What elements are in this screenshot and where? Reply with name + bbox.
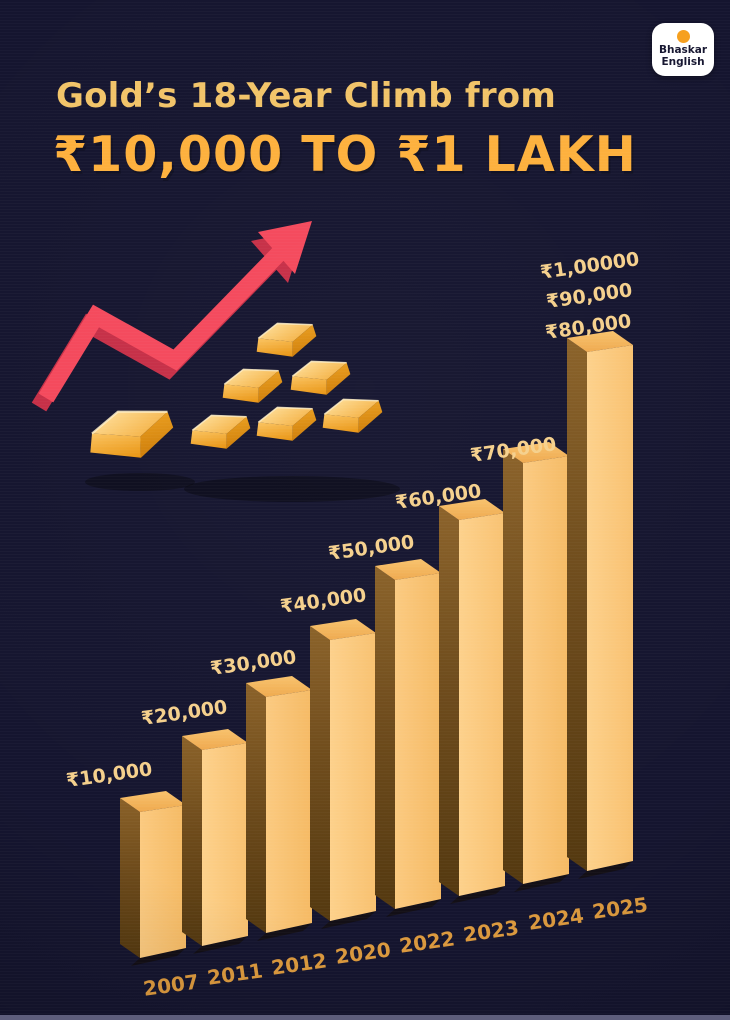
value-label-2007: ₹10,000 xyxy=(65,758,154,792)
gold-trend-illustration xyxy=(31,221,400,502)
bar-foot-shadow xyxy=(578,861,633,879)
bar-front-face xyxy=(202,743,248,946)
bar-foot-shadow xyxy=(131,948,186,966)
bar-side-face xyxy=(310,626,330,921)
value-label-2022: ₹50,000 xyxy=(327,531,416,565)
value-label-2012: ₹30,000 xyxy=(209,646,298,680)
year-label-2012: 2012 xyxy=(270,948,328,980)
bhaskar-english-logo: Bhaskar English xyxy=(652,23,714,76)
year-label-2007: 2007 xyxy=(142,969,200,1001)
bar-2024 xyxy=(503,442,569,892)
footer-strip xyxy=(0,1015,730,1020)
year-label-2024: 2024 xyxy=(527,903,585,935)
bar-foot-shadow xyxy=(193,936,248,954)
logo-text-line2: English xyxy=(661,56,705,68)
year-label-2011: 2011 xyxy=(206,958,264,990)
bar-side-face xyxy=(375,566,395,909)
year-label-2022: 2022 xyxy=(398,926,456,958)
logo-text-line1: Bhaskar xyxy=(658,44,708,57)
bar-2012 xyxy=(246,676,312,941)
logo-sun-dot-icon xyxy=(676,30,690,44)
bar-top-face xyxy=(503,442,569,463)
bar-front-face xyxy=(395,573,441,909)
page-title-line1: Gold’s 18-Year Climb from xyxy=(56,76,556,116)
bar-top-face xyxy=(375,559,441,580)
bar-front-face xyxy=(523,456,569,884)
bar-side-face xyxy=(182,736,202,946)
bar-top-face xyxy=(120,791,186,812)
bar-front-face xyxy=(459,513,505,896)
bar-side-face xyxy=(246,683,266,933)
bar-side-face xyxy=(439,506,459,896)
bar-foot-shadow xyxy=(321,911,376,929)
bar-side-face xyxy=(503,449,523,884)
ingot-stack-shadow xyxy=(184,476,400,502)
bar-2007 xyxy=(120,791,186,966)
page-title-line2: ₹10,000 TO ₹1 LAKH xyxy=(53,126,637,183)
year-label-2025: 2025 xyxy=(591,892,649,924)
bar-2023 xyxy=(439,499,505,904)
bar-top-face xyxy=(439,499,505,520)
bar-front-face xyxy=(330,633,376,921)
bar-foot-shadow xyxy=(386,899,441,917)
bar-front-face xyxy=(266,690,312,933)
bar-2025 xyxy=(567,331,633,879)
bar-top-face xyxy=(246,676,312,697)
bar-foot-shadow xyxy=(514,874,569,892)
peak-label-0: ₹1,00000 xyxy=(539,248,641,284)
bar-2022 xyxy=(375,559,441,917)
bar-side-face xyxy=(120,798,140,958)
bar-side-face xyxy=(567,338,587,871)
ingot-shadow xyxy=(85,473,195,491)
value-label-2020: ₹40,000 xyxy=(279,584,368,618)
year-label-2020: 2020 xyxy=(334,937,392,969)
value-label-2011: ₹20,000 xyxy=(140,696,229,730)
bar-2020 xyxy=(310,619,376,929)
bar-front-face xyxy=(140,805,186,958)
bar-top-face xyxy=(310,619,376,640)
trend-arrow-icon xyxy=(31,221,312,412)
year-label-2023: 2023 xyxy=(462,915,520,947)
bar-2011 xyxy=(182,729,248,954)
bar-top-face xyxy=(182,729,248,750)
bar-foot-shadow xyxy=(257,923,312,941)
bar-top-face xyxy=(567,331,633,352)
peak-label-1: ₹90,000 xyxy=(545,279,634,313)
bar-foot-shadow xyxy=(450,886,505,904)
bar-front-face xyxy=(587,345,633,871)
